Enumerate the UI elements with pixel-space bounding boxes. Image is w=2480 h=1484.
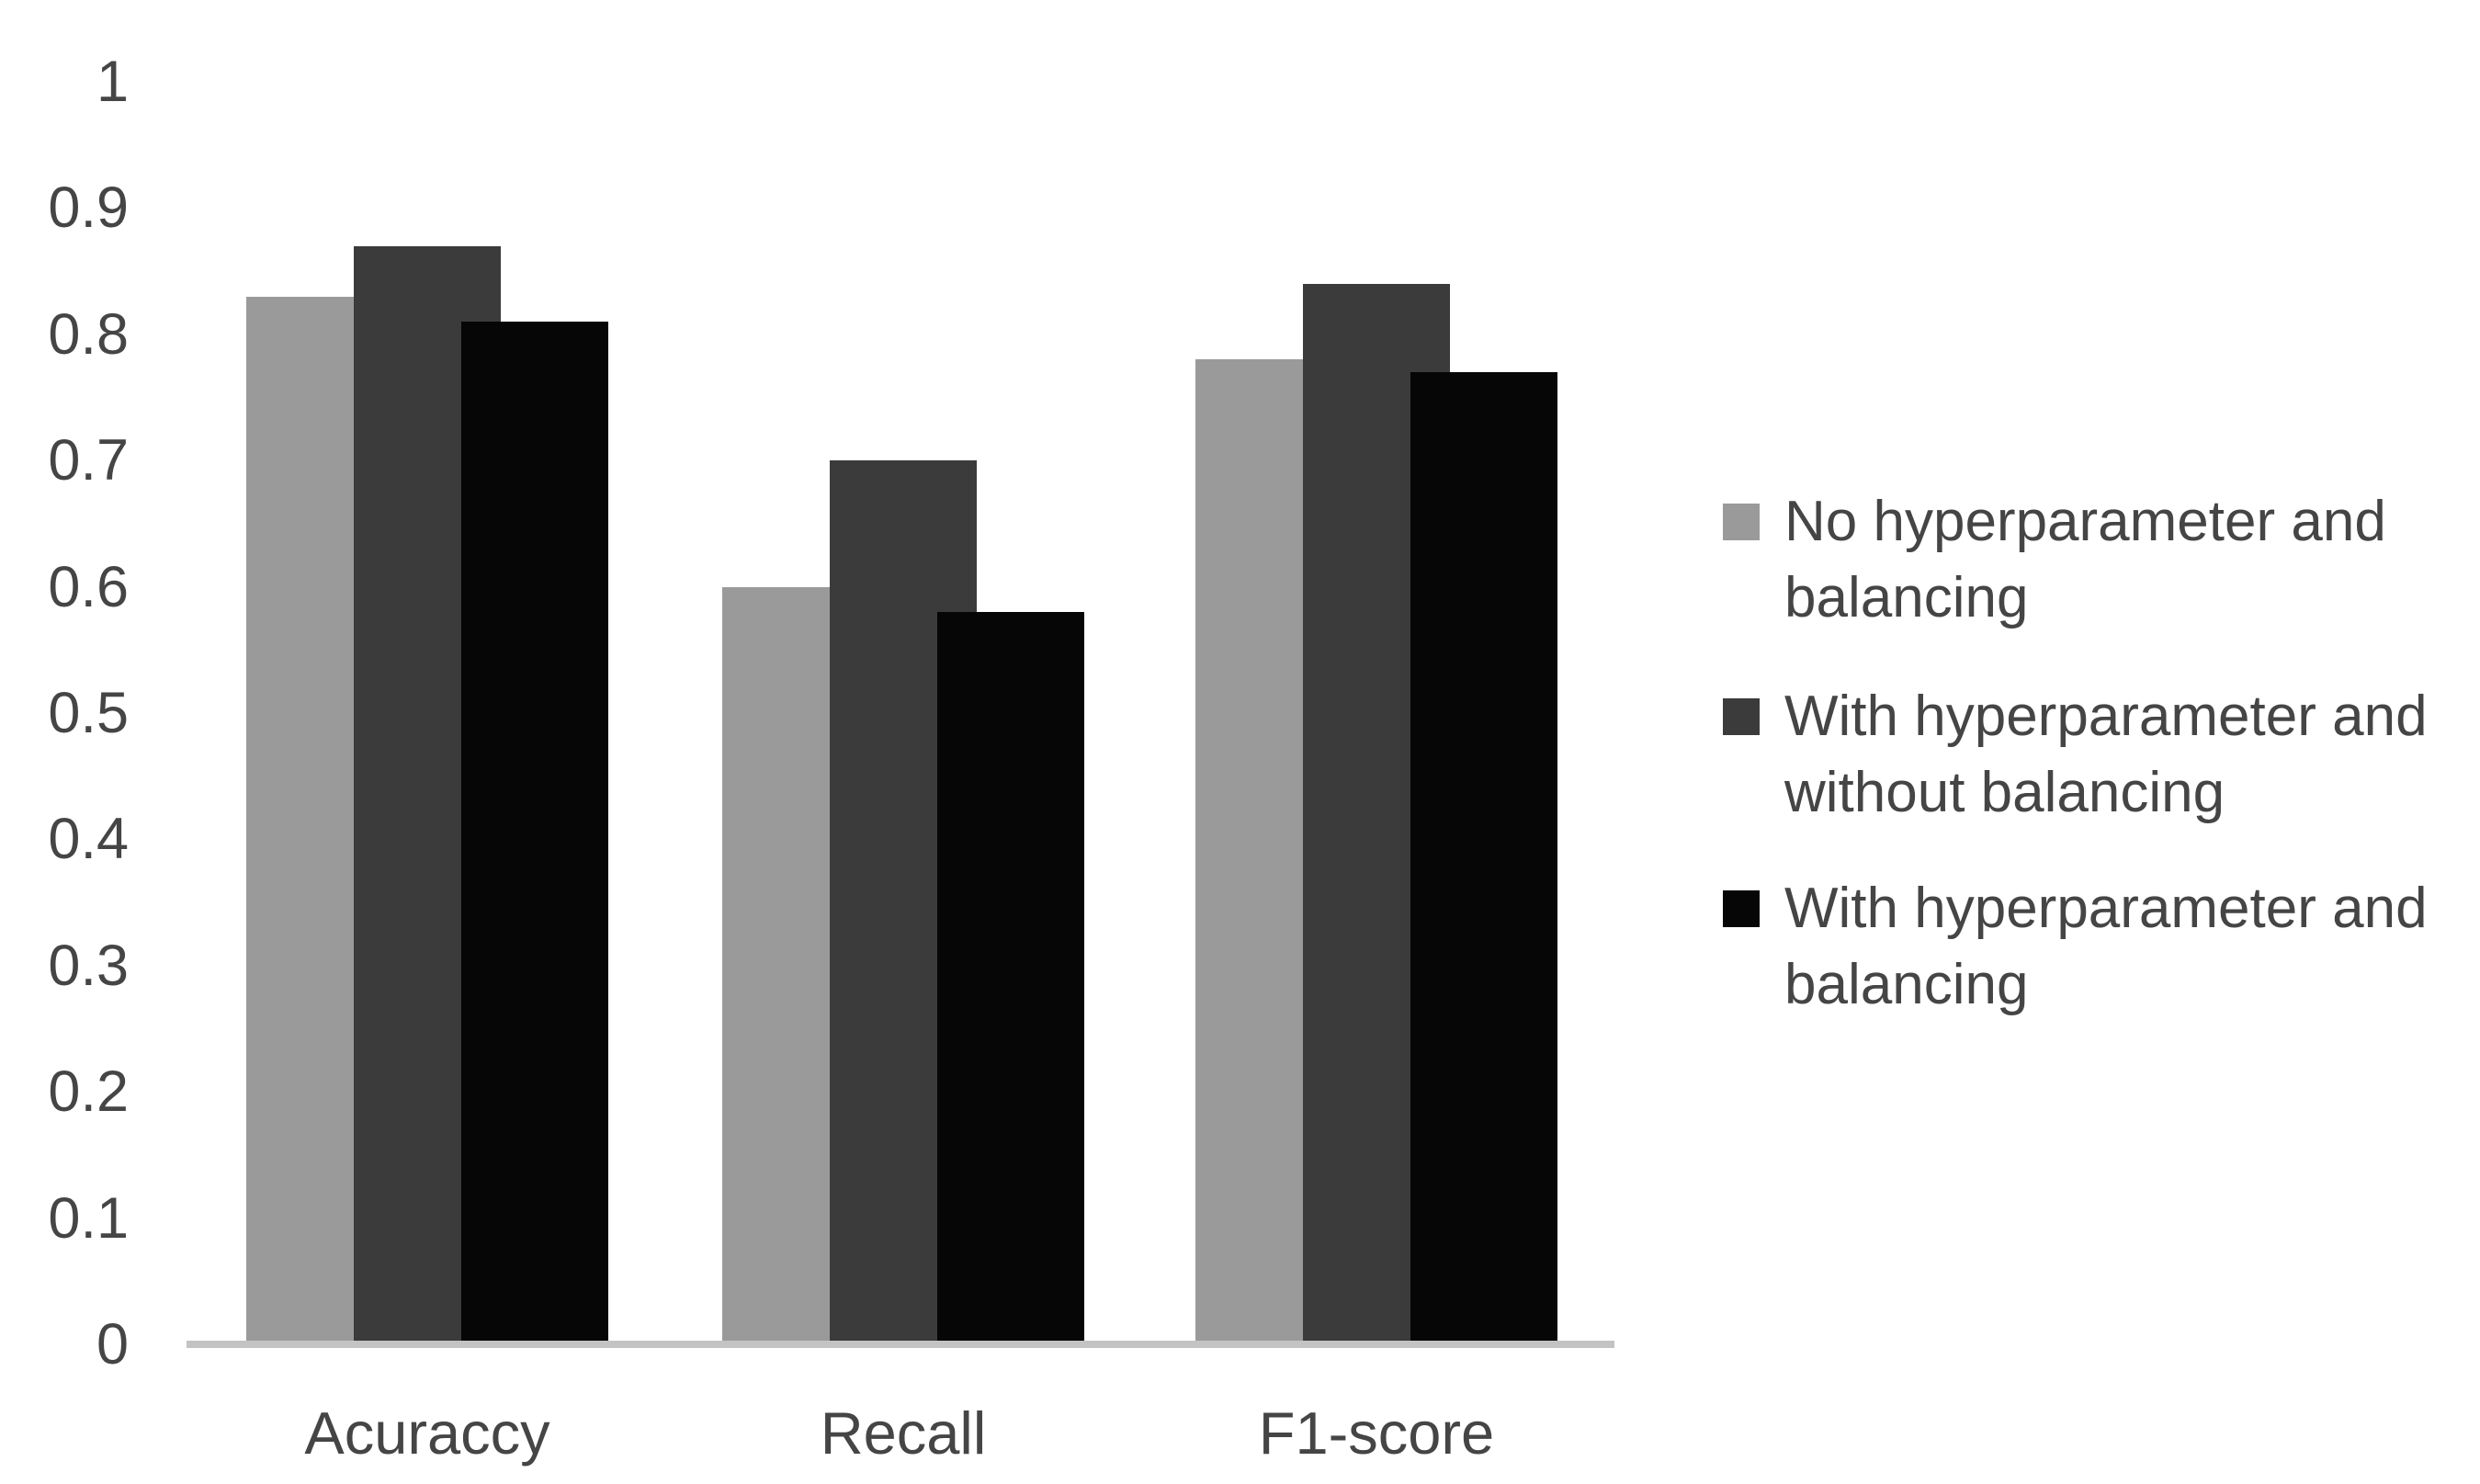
y-tick-label: 0.3 [48,933,129,998]
legend-label-line: without balancing [1784,761,2225,824]
y-tick-label: 1 [96,50,129,114]
legend: No hyperparameter and balancing With hyper… [1723,0,2458,1484]
legend-label: With hyperparameter and balancing [1784,870,2458,1023]
y-tick-label: 0.6 [48,554,129,619]
category-label: Acuraccy [304,1399,550,1467]
y-tick-label: 0.1 [48,1185,129,1251]
y-tick-label: 0.7 [48,428,129,493]
x-axis-line [187,1341,1614,1348]
legend-label-line: balancing [1784,953,2029,1016]
y-tick-label: 0.5 [48,681,129,745]
legend-swatch [1723,698,1760,735]
legend-label: No hyperparameter and balancing [1784,483,2458,636]
y-tick-label: 0.4 [48,807,129,872]
y-tick-label: 0.8 [48,301,129,367]
legend-swatch [1723,504,1760,540]
legend-label-line: With hyperparameter and [1784,877,2428,940]
legend-label: With hyperparameter and without balancing [1784,678,2458,831]
legend-label-line: balancing [1784,566,2029,629]
legend-item: No hyperparameter and balancing [1723,483,2458,636]
category-label: F1-score [1258,1399,1495,1467]
bar [461,322,608,1344]
legend-swatch [1723,890,1760,927]
legend-item: With hyperparameter and without balancing [1723,678,2458,831]
legend-label-line: With hyperparameter and [1784,685,2428,748]
legend-item: With hyperparameter and balancing [1723,870,2458,1023]
y-tick-label: 0 [96,1312,129,1376]
legend-label-line: No hyperparameter and [1784,490,2386,553]
y-tick-label: 0.2 [48,1059,129,1125]
category-label: Recall [820,1399,987,1467]
y-tick-label: 0.9 [48,176,129,241]
bar [1410,372,1557,1344]
bar [937,612,1084,1344]
